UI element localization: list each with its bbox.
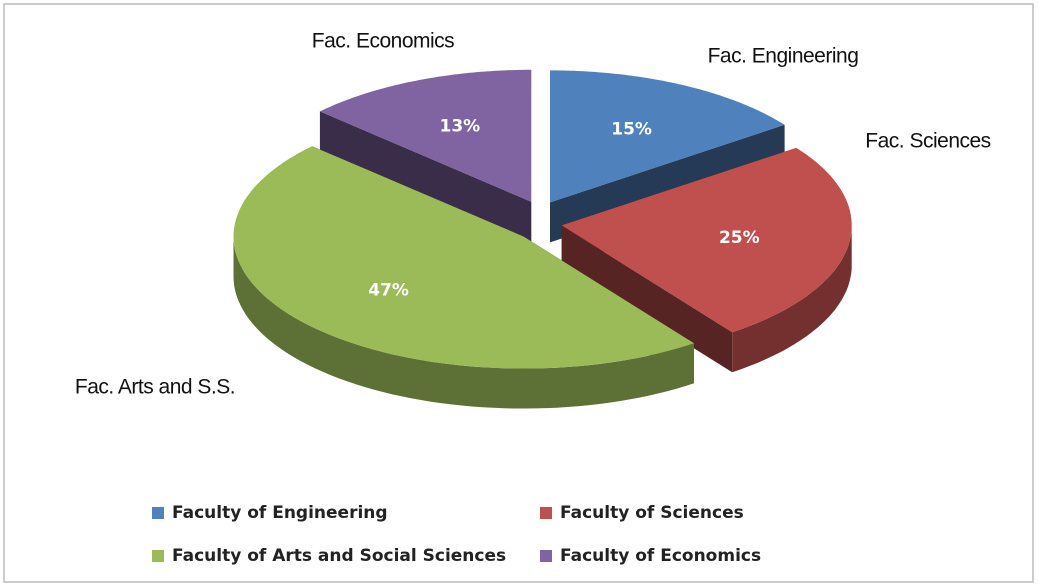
slice-label: Fac. Economics: [312, 30, 454, 53]
slice-side-wall: [561, 225, 733, 373]
slice-outer-wall: [732, 225, 852, 373]
value-label: 13%: [440, 117, 481, 137]
legend-swatch: [540, 550, 552, 562]
slice-top: [319, 69, 532, 202]
legend-label: Faculty of Engineering: [172, 503, 388, 523]
legend-label: Faculty of Sciences: [560, 503, 744, 523]
value-label: 47%: [368, 281, 409, 301]
pie-slice: [233, 146, 694, 409]
slice-top: [561, 147, 852, 333]
slice-label: Fac. Sciences: [865, 130, 990, 153]
legend-label: Faculty of Arts and Social Sciences: [172, 546, 506, 566]
legend-swatch: [540, 507, 552, 519]
legend-swatch: [152, 550, 164, 562]
legend-label: Faculty of Economics: [560, 546, 761, 566]
legend-swatch: [152, 507, 164, 519]
slice-outer-wall: [233, 236, 694, 409]
slice-label: Fac. Arts and S.S.: [75, 376, 235, 399]
slice-top: [550, 70, 785, 203]
slice-side-wall: [319, 111, 532, 242]
slice-label: Fac. Engineering: [708, 45, 859, 68]
slice-top: [233, 146, 694, 369]
value-label: 25%: [719, 228, 760, 248]
value-label: 15%: [611, 119, 652, 139]
pie-slice: [561, 147, 852, 373]
pie-slice: [319, 69, 532, 242]
